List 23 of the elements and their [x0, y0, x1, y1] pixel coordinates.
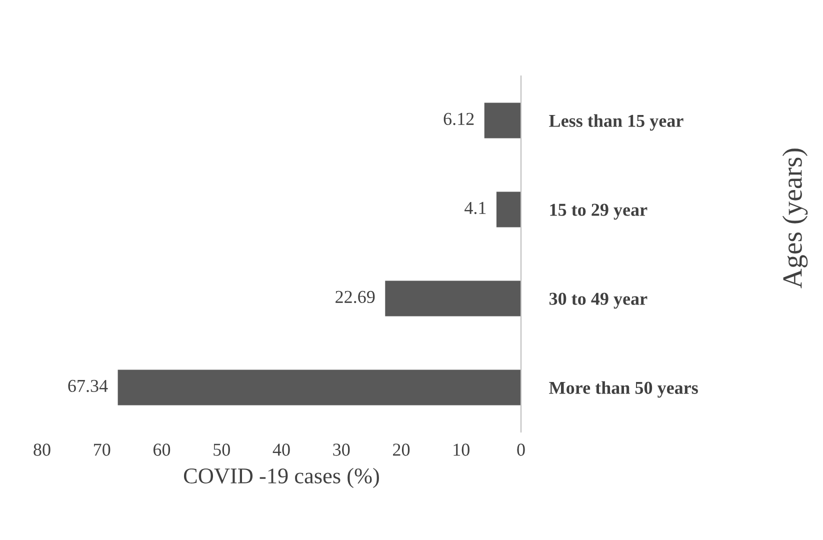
x-tick-label: 70 — [94, 444, 110, 456]
x-tick-label: 60 — [154, 444, 170, 456]
bar — [118, 370, 521, 406]
x-axis-title: COVID -19 cases (%) — [184, 468, 379, 488]
x-tick-label: 40 — [272, 444, 290, 456]
data-label: 67.34 — [68, 380, 108, 392]
y-tick-label: More than 50 years — [549, 381, 698, 398]
x-tick-label: 80 — [34, 444, 50, 456]
data-label: 4.1 — [464, 202, 486, 214]
data-label: 22.69 — [336, 290, 375, 304]
bar — [484, 102, 521, 138]
x-tick-label: 0 — [517, 444, 525, 456]
y-tick-label: 15 to 29 year — [550, 204, 648, 220]
x-tick-label: 50 — [214, 444, 230, 456]
x-tick-label: 10 — [454, 444, 470, 456]
x-tick-label: 30 — [333, 444, 350, 456]
y-tick-label: Less than 15 year — [549, 114, 684, 131]
y-tick-label: 30 to 49 year — [549, 292, 648, 309]
data-label: 6.12 — [444, 112, 474, 126]
y-axis-title: Ages (years) — [782, 148, 808, 288]
bar — [496, 192, 521, 228]
bar — [385, 280, 521, 316]
x-tick-label: 20 — [393, 444, 410, 456]
